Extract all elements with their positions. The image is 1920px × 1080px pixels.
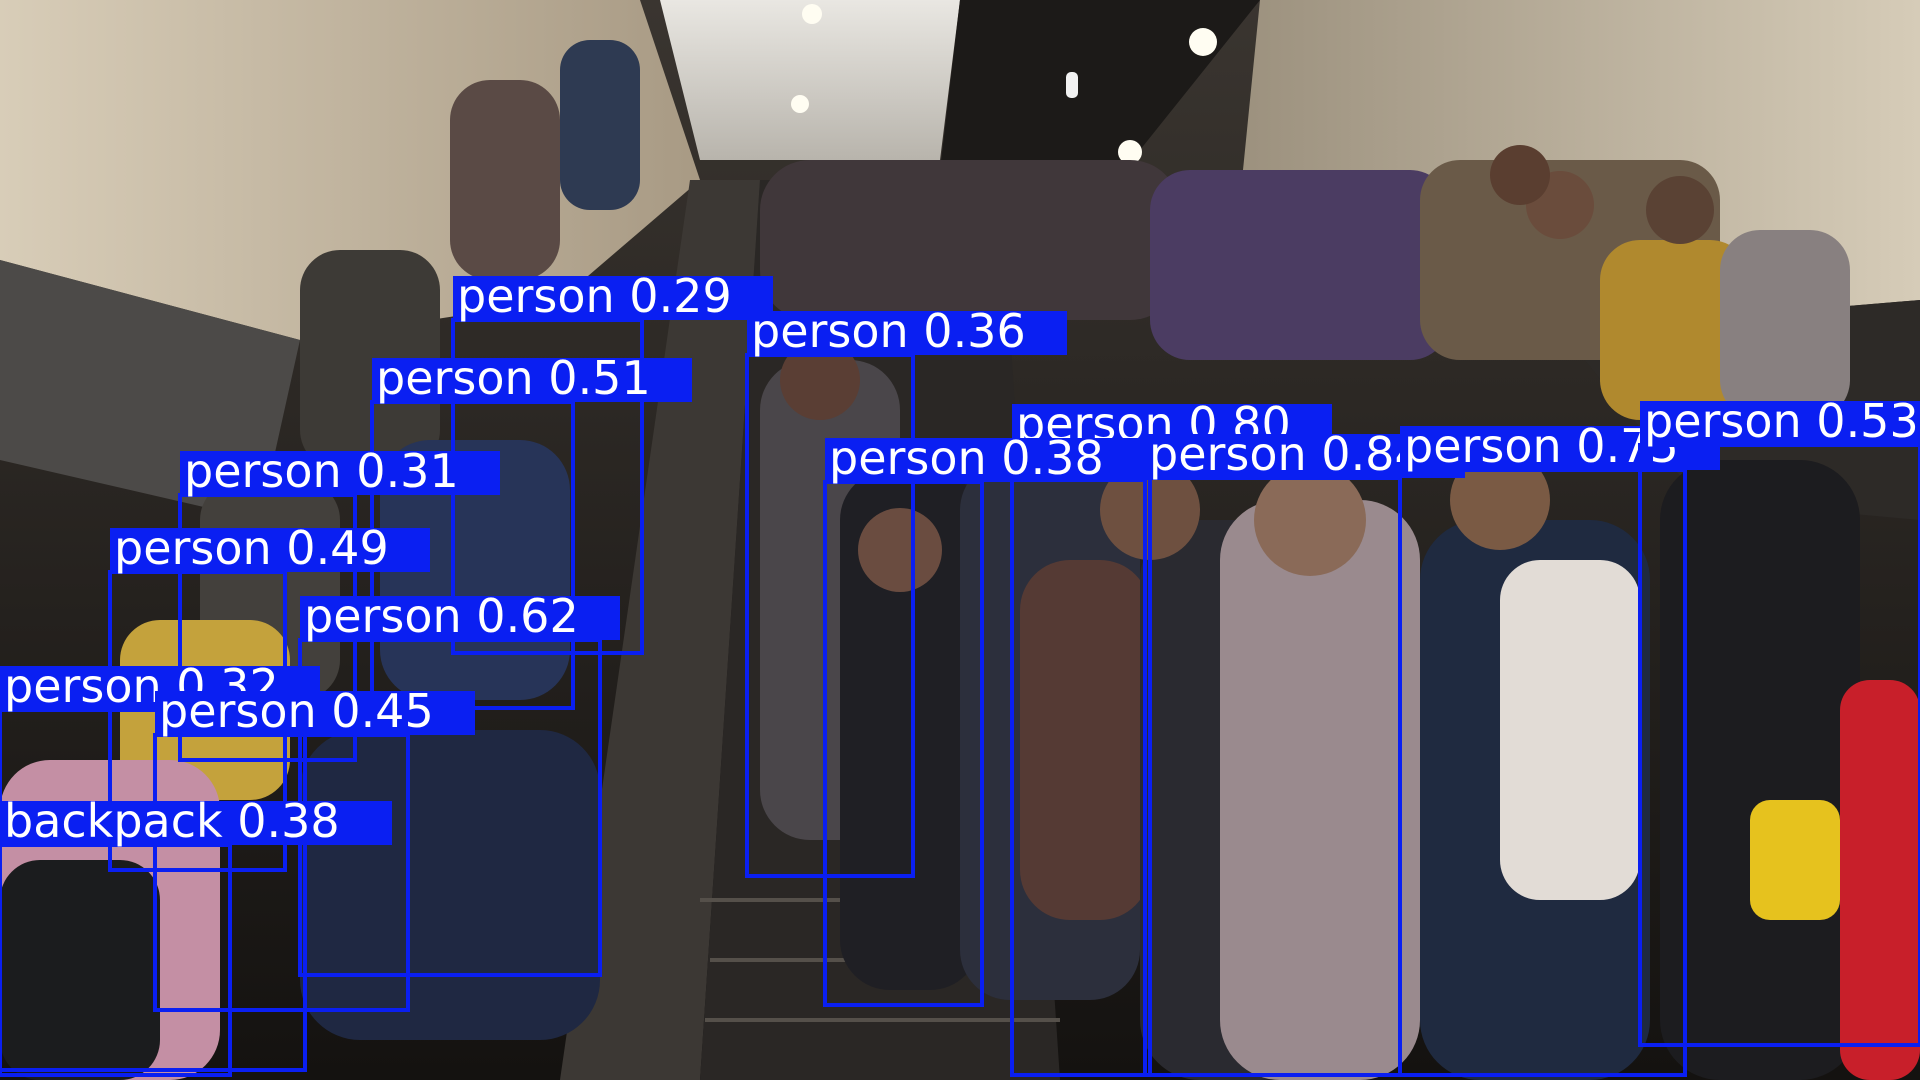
- detection-box: person 0.45: [153, 684, 475, 1012]
- detection-label-bg: [180, 451, 500, 495]
- detection-label: person 0.36: [751, 304, 1026, 358]
- detection-label-bg: [372, 358, 692, 402]
- detection-label-bg: [110, 528, 430, 572]
- detection-box: backpack 0.38: [0, 794, 392, 1077]
- detection-box: person 0.36: [745, 304, 1067, 878]
- detection-box-outline: [153, 733, 410, 1012]
- detection-label-bg: [0, 801, 392, 845]
- detection-box-outline: [1398, 468, 1687, 1077]
- detection-box-outline: [1010, 446, 1152, 1077]
- detection-box: person 0.62: [298, 589, 620, 977]
- ceiling: [660, 0, 960, 160]
- detection-label: person 0.51: [376, 351, 651, 405]
- detection-box-outline: [1143, 476, 1402, 1077]
- detection-label-bg: [453, 276, 773, 320]
- detection-box: person 0.84: [1143, 427, 1465, 1077]
- detection-label-bg: [155, 691, 475, 735]
- detection-label-bg: [1640, 401, 1920, 445]
- detection-label: person 0.49: [114, 521, 389, 575]
- detection-box: person 0.53: [1638, 394, 1920, 1047]
- escalator-rail: [560, 180, 760, 1080]
- detection-label: person 0.84: [1149, 427, 1424, 481]
- detection-box: person 0.31: [178, 444, 500, 762]
- detection-label: person 0.29: [457, 269, 732, 323]
- detection-box: person 0.38: [823, 431, 1145, 1007]
- detection-label-bg: [747, 311, 1067, 355]
- detection-box-outline: [0, 708, 307, 1072]
- crowd: [0, 40, 1920, 1080]
- detection-label: person 0.45: [159, 684, 434, 738]
- detection-label: person 0.31: [184, 444, 459, 498]
- detection-label: person 0.75: [1404, 419, 1679, 473]
- detection-box: person 0.51: [370, 351, 692, 710]
- detection-box-outline: [0, 843, 232, 1077]
- detection-label-bg: [300, 596, 620, 640]
- detection-box-outline: [823, 480, 984, 1007]
- detection-box: person 0.75: [1398, 419, 1720, 1077]
- detection-label: backpack 0.38: [4, 794, 340, 848]
- detection-box: person 0.49: [108, 521, 430, 872]
- detection-label: person 0.38: [829, 431, 1104, 485]
- ceiling-dark: [940, 0, 1260, 200]
- detection-label: person 0.53: [1644, 394, 1919, 448]
- detection-label-bg: [825, 438, 1145, 482]
- detection-box: person 0.29: [451, 269, 773, 655]
- detection-label: person 0.62: [304, 589, 579, 643]
- detection-box-outline: [1638, 443, 1920, 1047]
- detection-box: person 0.80: [1010, 397, 1332, 1077]
